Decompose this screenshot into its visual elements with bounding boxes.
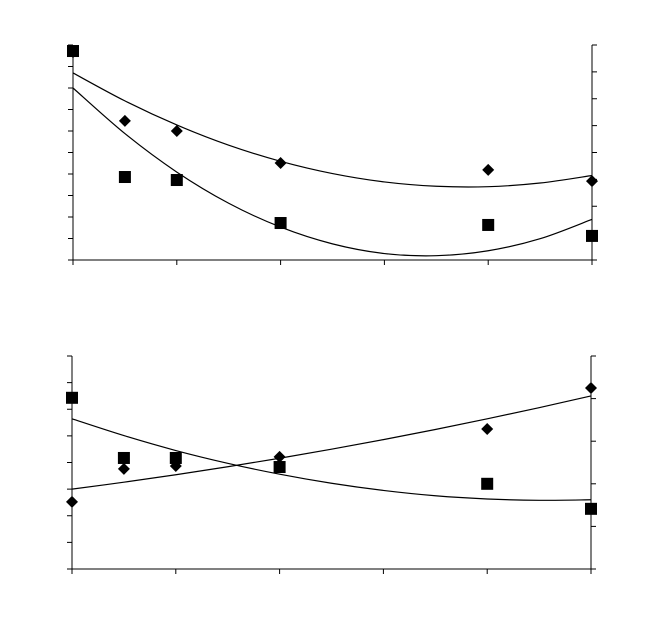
trend-line [71, 395, 592, 490]
square-point [169, 451, 182, 464]
diamond-point [170, 125, 183, 137]
diamond-point [117, 462, 130, 475]
square-point [481, 477, 494, 490]
square-point [118, 171, 131, 184]
trend-line [71, 418, 592, 501]
diamond-point [118, 114, 131, 127]
diamond-point [273, 450, 286, 463]
trend-line [72, 72, 593, 188]
diamond-point [274, 157, 287, 170]
square-point [274, 217, 287, 230]
square-point [585, 502, 597, 515]
diamond-point [585, 381, 597, 394]
square-point [170, 174, 183, 187]
diamond-point [586, 175, 598, 188]
square-point [117, 451, 130, 464]
diamond-point [481, 422, 494, 435]
trend-line [72, 87, 593, 257]
diamond-point [482, 163, 495, 176]
square-point [66, 391, 78, 404]
square-point [586, 229, 598, 242]
diamond-point [66, 495, 78, 508]
square-point [482, 218, 495, 231]
square-point [67, 45, 79, 58]
square-point [273, 461, 286, 474]
